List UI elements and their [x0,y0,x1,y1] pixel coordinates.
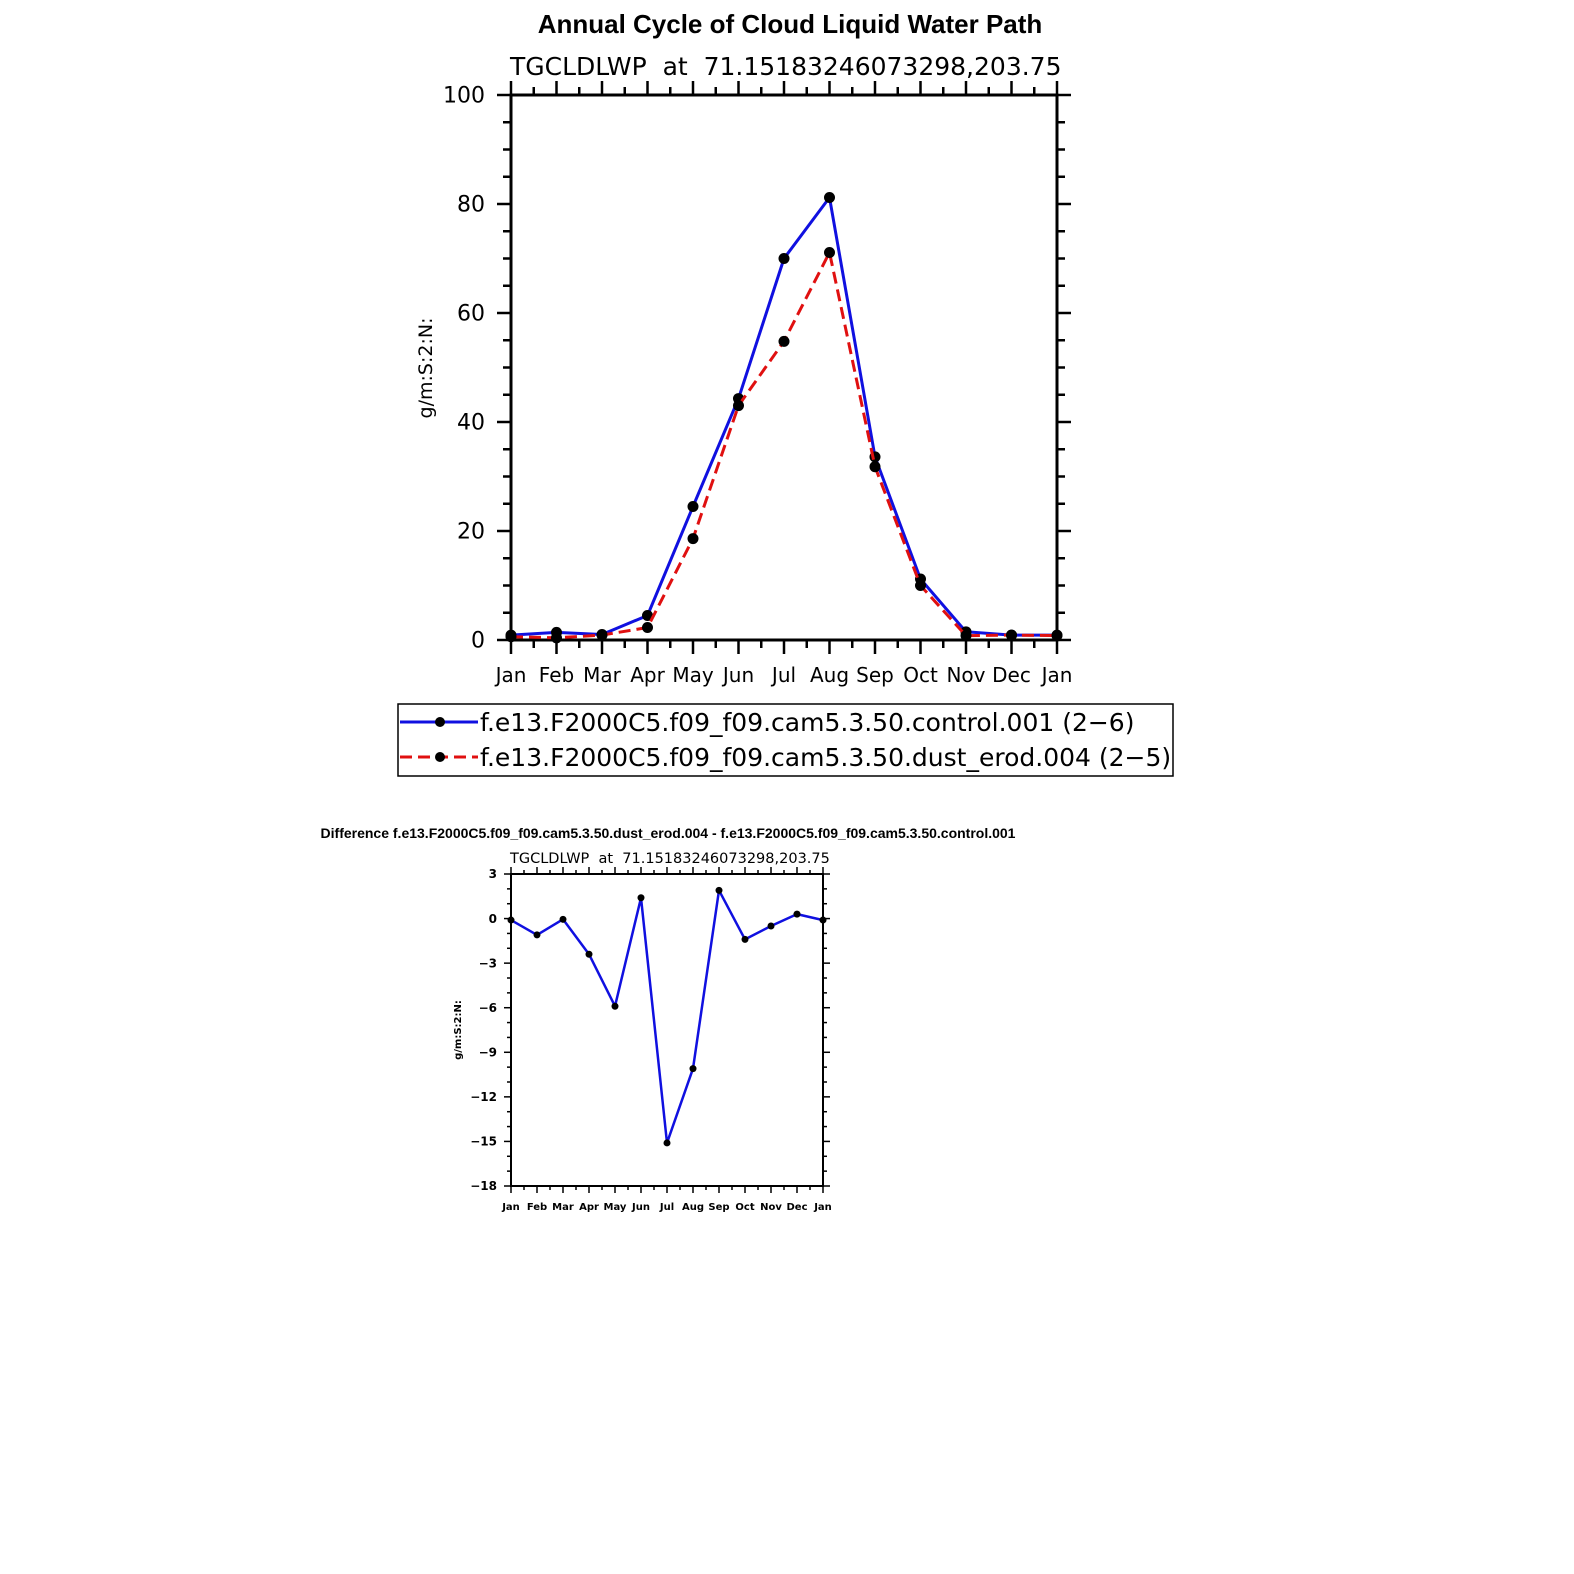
top-chart-xtick-label: Apr [630,663,665,687]
top-chart-series-1-point [596,629,608,641]
bottom-chart-series-0-point [715,886,723,894]
bottom-chart-xtick-label: Apr [579,1202,599,1213]
top-chart-series-1-point [1051,630,1063,642]
bottom-chart-xtick-label: Jun [631,1202,650,1213]
top-chart-series-1-point [551,632,562,644]
bottom-chart-xtick-label: Oct [735,1202,754,1213]
top-chart-series-1-point [869,461,881,473]
bottom-chart-series-0-point [819,916,827,924]
top-chart-series-1-point [824,247,835,259]
bottom-chart-title: Difference f.e13.F2000C5.f09_f09.cam5.3.… [321,825,1016,841]
top-chart-series-1-point [733,400,744,412]
bottom-chart-ytick-label: 0 [489,912,497,926]
top-chart-series-1-line [510,251,1058,640]
bottom-chart-xtick-label: Jan [501,1202,520,1213]
top-chart-subtitle: TGCLDLWP at 71.15183246073298,203.75 [509,52,1061,81]
bottom-chart-xtick-label: Jul [659,1202,674,1213]
bottom-chart-series-0-point [689,1065,697,1073]
bottom-chart-ytick-label: −12 [470,1090,497,1104]
top-chart-frame [509,93,1059,642]
bottom-chart-ytick-label: −18 [470,1179,497,1193]
top-chart-xtick-label: Jan [1040,663,1073,687]
bottom-chart-series-0-point [663,1139,671,1147]
bottom-chart-xtick-label: Jan [813,1202,832,1213]
bottom-chart-series-0-point [611,1002,619,1010]
top-chart-ytick-label: 80 [457,193,485,218]
bottom-chart-ytick-label: −6 [479,1001,497,1015]
top-chart-series-0-point [824,191,835,203]
top-chart-xtick-label: Jun [721,663,754,687]
top-chart-series-1-point [1006,629,1017,641]
bottom-chart-ylabel: g/m:S:2:N: [453,1000,464,1060]
top-chart-xtick-label: Jan [494,663,527,687]
bottom-chart-xtick-label: Feb [527,1202,547,1213]
top-chart-ytick-label: 40 [457,411,485,436]
top-chart-title: Annual Cycle of Cloud Liquid Water Path [538,9,1043,39]
legend-marker-dust [435,752,445,762]
bottom-chart-series-0-point [507,916,515,924]
top-chart-series-1-point [960,630,972,642]
legend-label-dust: f.e13.F2000C5.f09_f09.cam5.3.50.dust_ero… [480,743,1171,772]
bottom-chart-series-0-point [585,950,593,958]
bottom-chart-subtitle: TGCLDLWP at 71.15183246073298,203.75 [509,851,830,867]
top-chart-xtick-label: Aug [810,663,849,687]
top-chart-xtick-label: Feb [539,663,574,687]
top-chart-series-0-point [642,609,653,621]
top-chart-series-1-point [778,335,790,347]
bottom-chart-series-0-point [533,931,541,939]
top-chart-legend: f.e13.F2000C5.f09_f09.cam5.3.50.control.… [397,703,1174,777]
top-plot-area: Jan Feb Mar Apr May Jun Jul Aug Sep Oct Nov Dec Jan 0… [443,81,1072,687]
top-chart-xtick-label: Oct [903,663,938,687]
bottom-chart-series-0-point [767,922,775,930]
top-chart-ytick-label: 20 [457,520,485,545]
legend-label-control: f.e13.F2000C5.f09_f09.cam5.3.50.control.… [480,708,1134,737]
bottom-plot-area: Jan Feb Mar Apr May Jun Jul Aug Sep Oct Nov Dec Jan−… [470,867,832,1213]
bottom-chart-series-0-point [637,894,645,902]
bottom-chart-ytick-label: −9 [479,1045,497,1059]
top-chart-series-1-point [642,621,653,633]
top-chart-xtick-label: Jul [770,663,796,687]
bottom-chart-xtick-label: Aug [682,1202,704,1213]
top-chart-xtick-label: May [672,663,714,687]
bottom-chart-series-0-line [510,889,824,1145]
top-chart-ylabel: g/m:S:2:N: [415,318,437,419]
top-chart-xtick-label: Dec [992,663,1031,687]
top-chart-xtick-label: Nov [946,663,985,687]
top-chart-ytick-label: 0 [471,629,485,654]
bottom-chart-xtick-label: Nov [760,1202,782,1213]
legend-marker-control [435,717,445,727]
top-chart-ytick-label: 60 [457,302,485,327]
legend-box [397,703,1174,777]
bottom-chart-xtick-label: Sep [708,1202,729,1213]
bottom-chart-series-0-point [741,935,749,943]
top-chart-ytick-label: 100 [443,84,485,109]
bottom-chart-ytick-label: −3 [479,956,497,970]
bottom-chart-xtick-label: Mar [552,1202,574,1213]
top-chart-xtick-label: Sep [856,663,894,687]
bottom-chart-series-0-point [559,915,567,923]
top-chart-series-1-point [687,533,699,545]
top-chart-series-0-point [778,253,790,264]
bottom-chart-xtick-label: Dec [786,1202,807,1213]
top-chart-series-1-point [915,580,926,591]
bottom-chart-series-0-point [793,910,801,918]
bottom-chart-xtick-label: May [604,1202,627,1213]
top-chart-xtick-label: Mar [583,663,622,687]
bottom-chart-ytick-label: −15 [470,1135,497,1149]
top-chart-series-0-point [687,500,699,512]
bottom-chart-ytick-label: 3 [489,867,497,881]
top-chart-series-1-point [505,631,517,643]
